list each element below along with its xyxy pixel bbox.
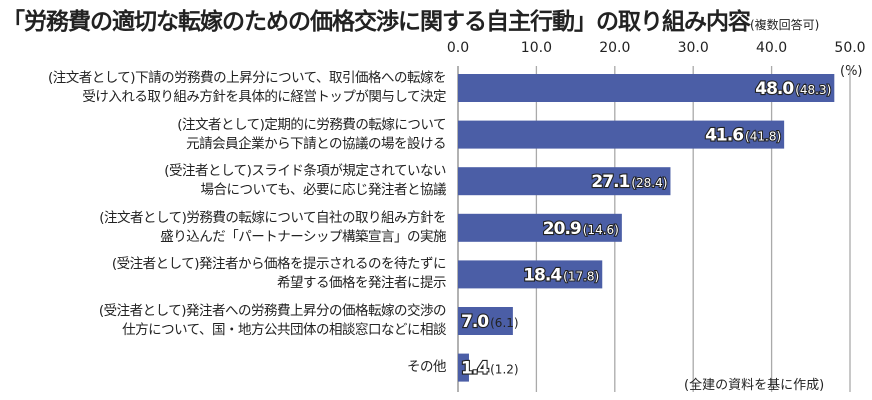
- value-label: 41.6 (41.8): [705, 126, 781, 146]
- tick-label: 0.0: [446, 40, 470, 56]
- bar: [458, 307, 513, 335]
- value-label: 18.4 (17.8): [523, 265, 599, 285]
- tick-label: 40.0: [756, 40, 788, 56]
- bar: [458, 353, 469, 382]
- tick-label: 10.0: [520, 40, 552, 56]
- category-label: (受注者として)発注者への労務費上昇分の価格転嫁の交渉の 仕方について、国・地方公…: [98, 303, 447, 338]
- category-label: (注文者として)下請の労務費の上昇分について、取引価格への転嫁を 受け入れる取り組…: [47, 70, 447, 105]
- bar: [458, 260, 603, 289]
- category-label: (受注者として)発注者から価格を提示されるのを待たずに 希望する価格を発注者に提示: [111, 256, 447, 292]
- chart-title: 「労務費の適切な転嫁のための価格交渉に関する自主行動」の取り組み内容(複数回答可…: [2, 9, 820, 35]
- value-label: 7.0 (6.1): [461, 312, 519, 332]
- tick-label: 30.0: [677, 40, 709, 56]
- bar: [458, 167, 671, 196]
- tick-label: 50.0: [834, 40, 866, 56]
- source-note: (全建の資料を基に作成): [684, 378, 825, 393]
- category-label: (受注者として)スライド条項が規定されていない 場合についても、必要に応じ発注者と…: [164, 163, 446, 199]
- unit-label: (%): [840, 64, 863, 79]
- category-label: その他: [407, 359, 447, 376]
- value-label: 48.0 (48.3): [755, 79, 831, 99]
- category-label: (注文者として)定期的に労務費の転嫁について 元請会員企業から下請との協議の場を設…: [177, 116, 446, 152]
- bar: [458, 120, 785, 149]
- tick-label: 20.0: [599, 40, 631, 56]
- bar: [458, 74, 835, 102]
- value-label: 1.4 (1.2): [461, 359, 519, 379]
- category-label: (注文者として)労務費の転嫁について自社の取り組み方針を 盛り込んだ「パートナーシ…: [99, 209, 446, 245]
- chart-subtitle: (複数回答可): [750, 18, 820, 32]
- value-label: 27.1 (28.4): [591, 172, 667, 192]
- bar: [458, 213, 622, 242]
- value-label: 20.9 (14.6): [543, 219, 619, 239]
